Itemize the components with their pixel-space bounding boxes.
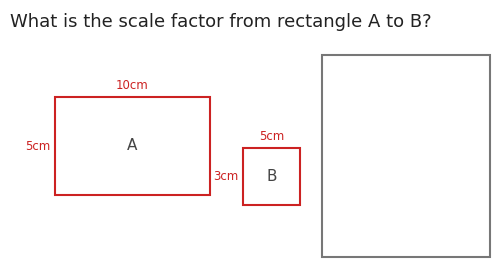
Bar xyxy=(322,55,490,257)
Bar xyxy=(55,97,210,195)
Text: 10cm: 10cm xyxy=(116,79,149,92)
Text: 3cm: 3cm xyxy=(213,170,238,183)
Text: 5cm: 5cm xyxy=(25,139,50,153)
Text: B: B xyxy=(266,169,277,184)
Bar xyxy=(243,148,300,205)
Text: A: A xyxy=(128,138,138,153)
Text: 5cm: 5cm xyxy=(259,130,284,143)
Text: What is the scale factor from rectangle A to B?: What is the scale factor from rectangle … xyxy=(10,13,432,31)
